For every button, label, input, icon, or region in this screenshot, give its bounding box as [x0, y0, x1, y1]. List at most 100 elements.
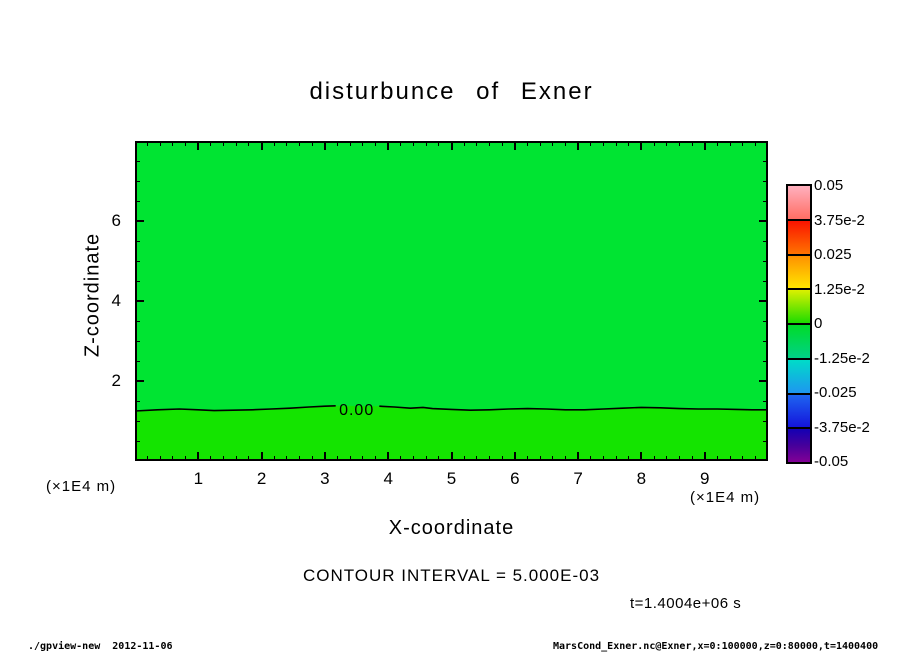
axis-tick: [729, 141, 731, 146]
colorbar-tick-label: 3.75e-2: [814, 211, 865, 229]
axis-tick: [488, 141, 490, 146]
axis-tick: [375, 141, 377, 146]
axis-tick: [135, 340, 140, 342]
axis-tick: [387, 141, 390, 150]
axis-tick: [286, 141, 288, 146]
axis-tick: [615, 141, 617, 146]
axis-tick: [172, 456, 174, 461]
axis-tick: [640, 452, 643, 461]
axis-tick: [526, 456, 528, 461]
y-tick-label: 6: [111, 211, 121, 230]
axis-tick: [590, 456, 592, 461]
axis-tick: [425, 141, 427, 146]
command-footer: ./gpview-new 2012-11-06: [28, 641, 173, 652]
axis-tick: [691, 141, 693, 146]
axis-tick: [135, 300, 144, 302]
axis-tick: [729, 456, 731, 461]
colorbar-cell: [788, 186, 810, 221]
axis-tick: [337, 141, 339, 146]
axis-tick: [678, 456, 680, 461]
y-axis-title: Z-coordinate: [81, 232, 104, 358]
below-zero-region: [135, 405, 768, 461]
axis-tick: [185, 141, 187, 146]
axis-tick: [438, 456, 440, 461]
axis-tick: [763, 340, 768, 342]
axis-tick: [501, 456, 503, 461]
colorbar: [786, 184, 812, 464]
axis-tick: [147, 456, 149, 461]
x-tick-label: 2: [256, 469, 267, 488]
axis-tick: [463, 141, 465, 146]
x-tick-label: 5: [446, 469, 457, 488]
axis-tick: [754, 456, 756, 461]
colorbar-cell: [788, 290, 810, 325]
axis-tick: [513, 141, 516, 150]
axis-tick: [185, 456, 187, 461]
axis-tick: [628, 456, 630, 461]
x-tick-label: 7: [573, 469, 583, 488]
dataset-footer: MarsCond_Exner.nc@Exner,x=0:100000,z=0:8…: [553, 641, 879, 652]
axis-tick: [742, 141, 744, 146]
plot-area: [135, 141, 768, 461]
axis-tick: [337, 456, 339, 461]
axis-tick: [666, 141, 668, 146]
axis-tick: [248, 456, 250, 461]
axis-tick: [235, 141, 237, 146]
axis-tick: [135, 220, 144, 222]
colorbar-tick-label: -1.25e-2: [814, 349, 870, 367]
axis-tick: [763, 240, 768, 242]
axis-tick: [413, 141, 415, 146]
axis-tick: [703, 141, 706, 150]
axis-tick: [539, 456, 541, 461]
axis-tick: [763, 360, 768, 362]
contour-field: [135, 405, 768, 461]
chart-title: disturbunce of Exner: [309, 78, 594, 105]
axis-tick: [590, 141, 592, 146]
axis-tick: [501, 141, 503, 146]
axis-tick: [513, 452, 516, 461]
axis-tick: [450, 452, 453, 461]
x-tick-label: 4: [383, 469, 393, 488]
axis-tick: [349, 456, 351, 461]
axis-tick: [362, 456, 364, 461]
axis-tick: [387, 452, 390, 461]
time-annotation: t=1.4004e+06 s: [630, 595, 742, 612]
axis-tick: [615, 456, 617, 461]
axis-tick: [763, 200, 768, 202]
axis-tick: [135, 240, 140, 242]
axis-tick: [135, 180, 140, 182]
axis-tick: [323, 452, 326, 461]
axis-tick: [552, 456, 554, 461]
zero-contour-line: [135, 405, 336, 412]
axis-tick: [564, 141, 566, 146]
axis-tick: [759, 380, 768, 382]
colorbar-tick-label: 1.25e-2: [814, 280, 865, 298]
axis-tick: [223, 456, 225, 461]
axis-tick: [763, 180, 768, 182]
axis-tick: [628, 141, 630, 146]
axis-tick: [463, 456, 465, 461]
axis-tick: [260, 452, 263, 461]
axis-tick: [577, 452, 580, 461]
axis-tick: [135, 400, 140, 402]
zero-contour-label: 0.00: [339, 401, 375, 419]
axis-tick: [197, 452, 200, 461]
axis-tick: [526, 141, 528, 146]
axis-tick: [488, 456, 490, 461]
axis-tick: [552, 141, 554, 146]
axis-tick: [235, 456, 237, 461]
colorbar-cell: [788, 255, 810, 291]
axis-tick: [754, 141, 756, 146]
axis-tick: [763, 260, 768, 262]
axis-tick: [135, 260, 140, 262]
axis-tick: [602, 141, 604, 146]
axis-tick: [400, 141, 402, 146]
axis-tick: [716, 456, 718, 461]
axis-tick: [210, 456, 212, 461]
axis-tick: [653, 456, 655, 461]
axis-tick: [691, 456, 693, 461]
zero-contour-line: [379, 405, 768, 412]
axis-tick: [577, 141, 580, 150]
axis-tick: [539, 141, 541, 146]
axis-tick: [273, 141, 275, 146]
